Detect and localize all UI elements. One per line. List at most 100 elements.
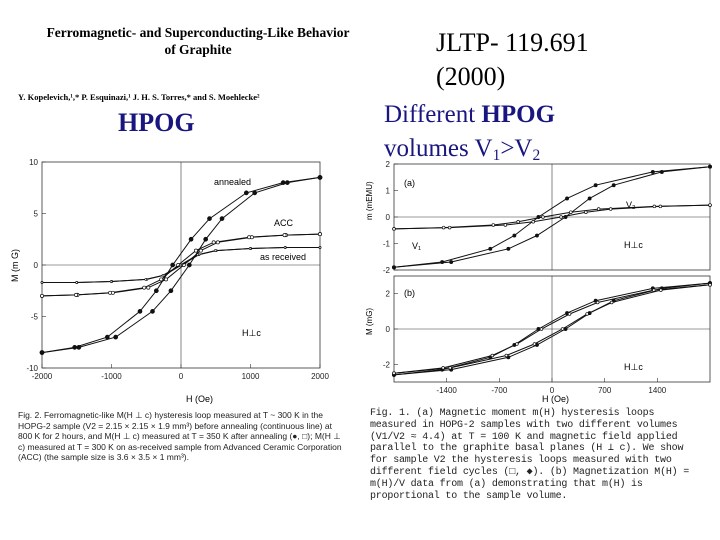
right-a-point [650,169,655,174]
right-a-point [449,260,454,265]
right-b-xtick-label: 1400 [648,386,666,395]
right-a-point [541,215,545,219]
right-a-point [503,223,508,227]
journal-reference: JLTP- 119.691 (2000) [436,26,589,94]
left-annot-received: as received [260,252,306,262]
left-xtick-label: 0 [179,372,184,381]
right-hysteresis-chart: 2 1 0 -1 -2 2 0 -2 -1400 -700 0 700 1400 m (mEMU) M… [365,160,712,404]
right-a-ytick-label: 0 [386,213,391,222]
left-annot-annealed: annealed [214,177,251,187]
right-a-point [392,265,396,270]
right-a-point [608,207,613,211]
left-xtick-label: 1000 [242,372,260,381]
right-a-point [441,225,446,230]
right-a-point [506,246,511,251]
right-a-point [596,207,601,211]
right-ylabel-b: M (mG) [365,308,374,335]
right-a-point [559,215,563,219]
left-point [144,278,148,281]
right-b-point [560,327,565,331]
left-ytick-label: -5 [31,313,39,322]
left-point [283,246,287,249]
right-b-ytick-label: 2 [386,290,391,299]
right-a-point [512,233,517,238]
right-a-point [652,204,657,209]
left-point [150,309,155,314]
right-a-point [708,164,712,169]
left-ytick-label: -10 [26,364,38,373]
right-a-point [659,169,664,174]
heading-volumes: volumes V [384,135,493,162]
left-point [161,273,165,277]
right-b-point [504,353,509,358]
left-point [247,235,252,240]
left-xlabel: H (Oe) [186,394,213,404]
right-a-ytick-label: 1 [386,187,391,196]
left-point [203,236,209,242]
right-b-xtick-label: -700 [491,386,508,395]
left-point [142,285,147,290]
heading-prefix: Different [384,101,482,128]
left-point [170,262,176,268]
right-b-point [392,371,396,375]
right-a-point [440,260,445,265]
right-a-point [584,210,588,214]
left-point [113,334,119,340]
paper-title-line2: of Graphite [164,42,232,57]
left-ytick-label: 10 [29,158,38,167]
paper-title-line1: Ferromagnetic- and Superconducting-Like … [46,25,350,40]
journal-reference-line1: JLTP- 119.691 [436,28,589,57]
right-a-point [488,246,493,251]
right-a-point [516,220,520,224]
right-annot-v2: V₂ [626,200,636,210]
right-a-point [658,204,663,209]
left-point [40,293,44,298]
right-b-point [448,366,452,370]
right-b-xtick-label: 700 [598,386,612,395]
left-point [104,334,110,340]
right-annot-v1: V₁ [412,241,421,251]
right-a-point [593,183,598,188]
left-point [168,288,174,294]
paper-authors: Y. Kopelevich,¹,* P. Esquinazi,¹ J. H. S… [18,92,260,102]
right-a-point [569,210,573,214]
slide-heading-line2: volumes V1>V2 [384,132,555,173]
left-point [282,233,287,238]
right-b-point [532,342,537,346]
right-panel-b-label: (b) [404,288,415,298]
left-point [159,277,164,282]
left-point [146,285,151,290]
left-point [178,263,182,267]
left-ytick-label: 5 [34,210,39,219]
left-point [207,216,212,222]
paper-title: Ferromagnetic- and Superconducting-Like … [18,24,378,58]
heading-sub1: 1 [492,147,501,164]
left-ylabel: M (m G) [10,249,20,282]
right-b-point [652,288,656,292]
left-point [243,190,249,196]
left-xtick-label: -2000 [32,372,53,381]
left-figure-caption: Fig. 2. Ferromagnetic-like M(H ⊥ c) hyst… [18,410,342,463]
right-panel-a-label: (a) [404,178,415,188]
right-a-point [535,233,539,238]
left-point [280,180,286,185]
left-ytick-label: 0 [34,261,39,270]
right-a-ytick-label: -1 [383,240,391,249]
right-a-point [447,225,452,230]
left-point [72,345,78,350]
left-point [188,236,194,242]
left-point [153,288,159,294]
right-annot-field-a: H⊥c [624,240,643,250]
left-point [193,248,198,253]
left-annot-field: H⊥c [242,328,261,338]
right-b-point [515,342,519,346]
right-a-point [531,220,535,224]
left-point [213,249,217,252]
hpog-label: HPOG [118,108,195,137]
journal-reference-line2: (2000) [436,62,506,91]
left-point [164,277,169,282]
heading-hpog: HPOG [481,101,556,128]
left-xtick-label: 2000 [311,372,329,381]
left-point [108,290,113,295]
left-point [75,281,78,284]
